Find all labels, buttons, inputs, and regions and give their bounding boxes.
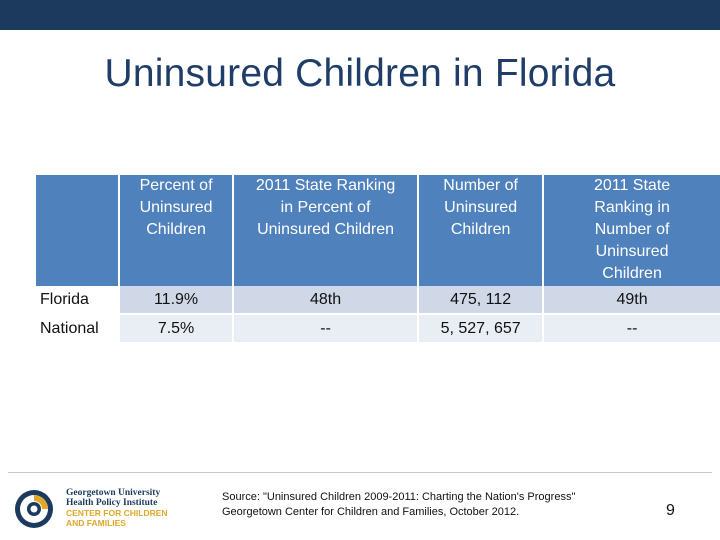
header-percent-uninsured: Percent of Uninsured Children [119, 175, 235, 286]
source-note: Source: "Uninsured Children 2009-2011: C… [222, 490, 575, 520]
georgetown-logo [15, 490, 53, 528]
table-header-row: Percent of Uninsured Children 2011 State… [36, 175, 720, 286]
cell-value: 48th [233, 286, 420, 315]
cell-value: -- [233, 314, 420, 344]
cell-value: 5, 527, 657 [418, 314, 545, 344]
row-label-national: National [36, 314, 121, 344]
cell-value: 475, 112 [418, 286, 545, 315]
logo-line-2: Health Policy Institute [66, 498, 158, 508]
logo-line-3: CENTER FOR CHILDREN [66, 508, 168, 518]
logo-line-4: AND FAMILIES [66, 518, 126, 528]
header-number-uninsured: Number of Uninsured Children [418, 175, 545, 286]
header-ranking-percent: 2011 State Ranking in Percent of Uninsur… [233, 175, 420, 286]
header-ranking-number: 2011 State Ranking in Number of Uninsure… [543, 175, 720, 286]
source-line-2: Georgetown Center for Children and Famil… [222, 506, 520, 518]
source-line-1: Source: "Uninsured Children 2009-2011: C… [222, 491, 576, 503]
cell-value: 49th [543, 286, 720, 315]
logo-line-1: Georgetown University [66, 488, 161, 498]
slide-title: Uninsured Children in Florida [104, 52, 616, 95]
top-banner [0, 0, 720, 30]
logo-text: Georgetown University Health Policy Inst… [66, 488, 168, 528]
row-label-florida: Florida [36, 286, 121, 315]
cell-value: 7.5% [119, 314, 235, 344]
footer-divider [8, 472, 712, 473]
page-number: 9 [666, 502, 675, 519]
table-row: National 7.5% -- 5, 527, 657 -- [36, 314, 720, 344]
cell-value: -- [543, 314, 720, 344]
data-table: Percent of Uninsured Children 2011 State… [36, 175, 720, 344]
cell-value: 11.9% [119, 286, 235, 315]
table-row: Florida 11.9% 48th 475, 112 49th [36, 286, 720, 315]
header-empty [36, 175, 121, 286]
logo-gold-arc-icon [34, 495, 48, 509]
